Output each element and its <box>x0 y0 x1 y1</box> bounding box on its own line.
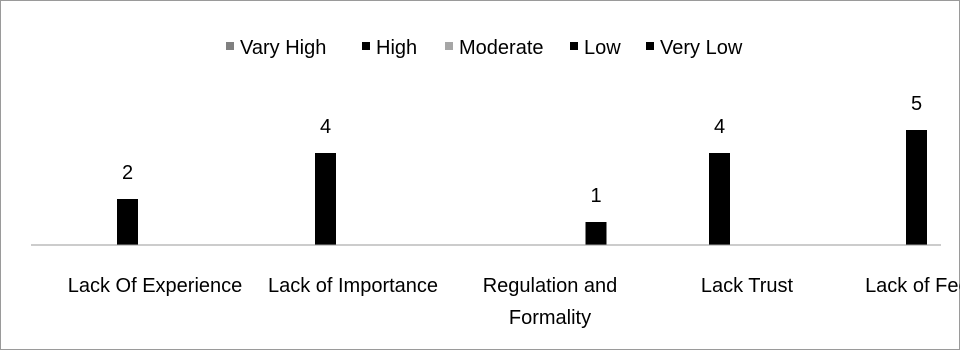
legend-swatch-1 <box>362 42 370 50</box>
legend-label-2: Moderate <box>459 37 544 59</box>
category-label-0: Lack Of Experience <box>68 275 243 297</box>
bar-1-1 <box>315 153 336 245</box>
legend-swatch-2 <box>445 42 453 50</box>
category-label-2: Regulation and Formality <box>483 275 618 329</box>
data-label-0-1: 2 <box>122 162 133 184</box>
data-label-1-1: 4 <box>320 116 331 138</box>
legend-swatch-4 <box>646 42 654 50</box>
bars <box>117 130 927 245</box>
legend-label-4: Very Low <box>660 37 743 59</box>
data-label-2-4: 1 <box>590 185 601 207</box>
category-label-3: Lack Trust <box>701 275 794 297</box>
category-label-4: Lack of Feedback <box>865 275 960 297</box>
bar-0-1 <box>117 199 138 245</box>
bar-3-1 <box>709 153 730 245</box>
data-labels: 2 4 1 4 5 <box>122 93 922 207</box>
legend-label-0: Vary High <box>240 37 326 59</box>
data-label-3-1: 4 <box>714 116 725 138</box>
category-labels: Lack Of Experience Lack of Importance Regu… <box>68 275 960 329</box>
legend-swatch-0 <box>226 42 234 50</box>
legend-swatch-3 <box>570 42 578 50</box>
category-label-1: Lack of Importance <box>268 275 438 297</box>
legend-label-1: High <box>376 37 417 59</box>
bar-4-1 <box>906 130 927 245</box>
legend: Vary High High Moderate Low Very Low <box>226 37 743 59</box>
data-label-4-1: 5 <box>911 93 922 115</box>
legend-label-3: Low <box>584 37 621 59</box>
bar-2-4 <box>585 222 607 245</box>
